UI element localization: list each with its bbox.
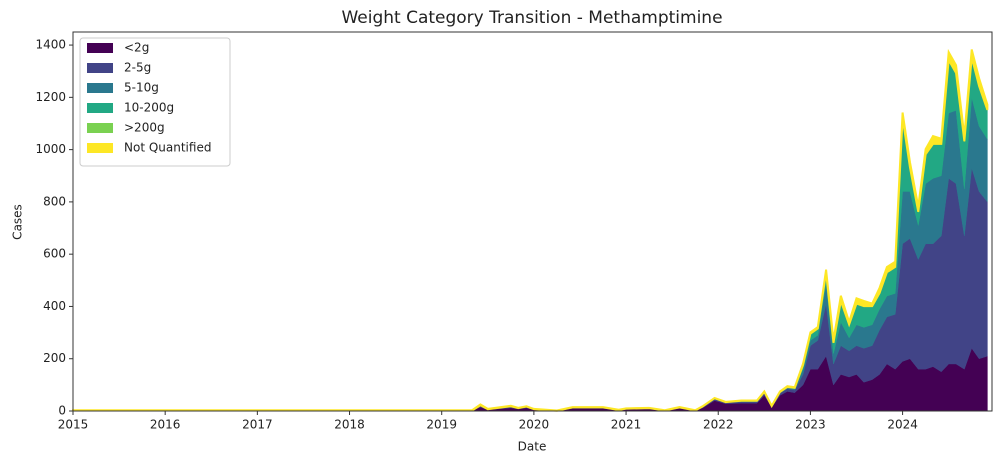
- y-axis-label: Cases: [11, 204, 25, 240]
- x-tick-label: 2016: [150, 418, 181, 432]
- area: [72, 48, 989, 412]
- y-tick-label: 600: [43, 247, 66, 261]
- y-tick-label: 200: [43, 351, 66, 365]
- x-axis-label: Date: [518, 440, 547, 454]
- legend-label: Not Quantified: [124, 141, 211, 155]
- y-tick-label: 0: [58, 404, 66, 418]
- legend-swatch: [87, 43, 113, 53]
- legend-swatch: [87, 123, 113, 133]
- x-tick-label: 2015: [58, 418, 89, 432]
- y-tick-label: 400: [43, 299, 66, 313]
- legend-label: 2-5g: [124, 61, 151, 75]
- legend: <2g 2-5g 5-10g 10-200g >200g Not Quantified: [79, 37, 231, 167]
- x-tick-label: 2017: [242, 418, 273, 432]
- x-tick-label: 2019: [426, 418, 457, 432]
- x-tick-label: 2023: [795, 418, 826, 432]
- legend-label: 10-200g: [124, 101, 174, 115]
- y-tick-label: 1000: [35, 142, 66, 156]
- x-tick-label: 2024: [887, 418, 918, 432]
- legend-swatch: [87, 83, 113, 93]
- legend-label: 5-10g: [124, 81, 159, 95]
- y-tick-label: 1200: [35, 90, 66, 104]
- legend-box: [79, 37, 231, 167]
- legend-swatch: [87, 103, 113, 113]
- plot-frame: [72, 31, 993, 412]
- legend-label: <2g: [124, 41, 149, 55]
- y-tick-label: 800: [43, 194, 66, 208]
- chart-title: Weight Category Transition - Methamptimi…: [341, 8, 722, 28]
- x-tick-label: 2021: [611, 418, 642, 432]
- area: [73, 167, 988, 411]
- legend-swatch: [87, 143, 113, 153]
- y-tick-label: 1400: [35, 38, 66, 52]
- x-tick-label: 2018: [334, 418, 365, 432]
- legend-swatch: [87, 63, 113, 73]
- x-tick-label: 2020: [519, 418, 550, 432]
- legend-label: >200g: [124, 121, 165, 135]
- x-tick-label: 2022: [703, 418, 734, 432]
